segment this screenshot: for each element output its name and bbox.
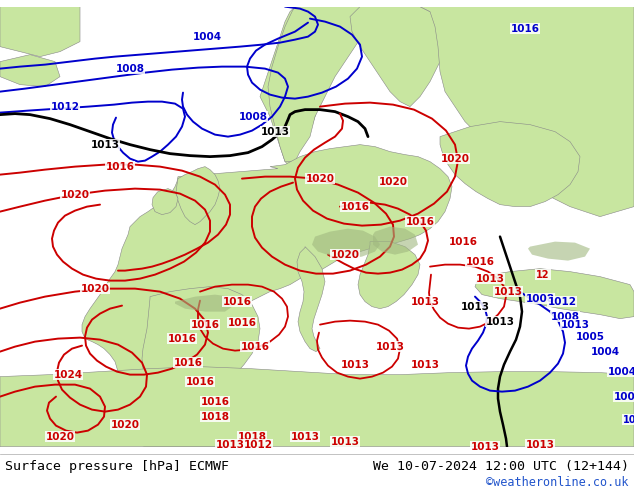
Text: 1013: 1013 <box>290 432 320 441</box>
Text: 1013: 1013 <box>460 302 489 312</box>
Text: ©weatheronline.co.uk: ©weatheronline.co.uk <box>486 476 629 489</box>
Text: 1008: 1008 <box>550 312 579 321</box>
Text: 1016: 1016 <box>223 296 252 307</box>
Polygon shape <box>350 7 445 107</box>
Text: 1013: 1013 <box>476 273 505 284</box>
Text: 1013: 1013 <box>560 319 590 330</box>
Text: 1004: 1004 <box>607 367 634 377</box>
Text: 1004: 1004 <box>590 346 619 357</box>
Text: 1004: 1004 <box>614 392 634 402</box>
Text: 1013: 1013 <box>261 126 290 137</box>
Text: 1012: 1012 <box>51 101 79 112</box>
Text: 1005: 1005 <box>576 332 604 342</box>
Text: 1013: 1013 <box>91 140 119 149</box>
Text: 1016: 1016 <box>406 217 434 226</box>
Text: 1016: 1016 <box>174 358 202 368</box>
Text: Surface pressure [hPa] ECMWF: Surface pressure [hPa] ECMWF <box>5 460 229 473</box>
Text: 1013: 1013 <box>340 360 370 369</box>
Polygon shape <box>297 246 325 352</box>
Text: 1004: 1004 <box>193 32 221 42</box>
Polygon shape <box>0 367 634 446</box>
Polygon shape <box>358 242 420 309</box>
Text: 1016: 1016 <box>167 334 197 343</box>
Text: 1020: 1020 <box>46 432 75 441</box>
Text: 1020: 1020 <box>330 249 359 260</box>
Text: 1020: 1020 <box>378 176 408 187</box>
Text: 1008: 1008 <box>238 112 268 122</box>
Text: 1016: 1016 <box>200 396 230 407</box>
Text: 1008: 1008 <box>526 294 555 304</box>
Text: 1016: 1016 <box>448 237 477 246</box>
Polygon shape <box>475 269 634 318</box>
Text: 1016: 1016 <box>186 377 214 387</box>
Text: 1013: 1013 <box>410 296 439 307</box>
Text: 1020: 1020 <box>110 419 139 430</box>
Text: 1013: 1013 <box>410 360 439 369</box>
Polygon shape <box>152 189 178 215</box>
Text: 12: 12 <box>536 270 550 280</box>
Text: 1020: 1020 <box>60 190 89 199</box>
Text: 1013: 1013 <box>330 437 359 446</box>
Text: 1016: 1016 <box>228 318 257 328</box>
Text: 1016: 1016 <box>240 342 269 352</box>
Text: 1013: 1013 <box>216 440 245 450</box>
Polygon shape <box>0 54 60 87</box>
Text: 1020: 1020 <box>81 284 110 294</box>
Polygon shape <box>142 287 260 405</box>
Text: 1013: 1013 <box>493 287 522 296</box>
Text: 10: 10 <box>623 415 634 425</box>
Polygon shape <box>260 7 340 167</box>
Text: 1016: 1016 <box>465 257 495 267</box>
Polygon shape <box>176 167 220 224</box>
Text: 1013: 1013 <box>375 342 404 352</box>
Text: 1016: 1016 <box>510 24 540 34</box>
Text: 1012: 1012 <box>243 440 273 450</box>
Text: 1018: 1018 <box>238 432 266 441</box>
Polygon shape <box>420 7 634 217</box>
Polygon shape <box>0 7 80 57</box>
Text: 1013: 1013 <box>470 441 500 452</box>
Polygon shape <box>440 122 580 207</box>
Text: 1013: 1013 <box>486 317 515 327</box>
Polygon shape <box>528 242 590 261</box>
Text: 1020: 1020 <box>441 154 470 164</box>
Polygon shape <box>268 7 370 162</box>
Text: 1024: 1024 <box>53 369 82 380</box>
Text: 1016: 1016 <box>340 201 370 212</box>
Text: We 10-07-2024 12:00 UTC (12+144): We 10-07-2024 12:00 UTC (12+144) <box>373 460 629 473</box>
Polygon shape <box>312 229 380 259</box>
Text: 1013: 1013 <box>526 440 555 450</box>
Polygon shape <box>175 294 235 312</box>
Polygon shape <box>373 226 418 255</box>
Text: 1008: 1008 <box>115 64 145 74</box>
Text: 1016: 1016 <box>105 162 134 172</box>
Text: 1018: 1018 <box>200 412 230 421</box>
Text: 1020: 1020 <box>306 173 335 184</box>
Text: 1012: 1012 <box>548 296 576 307</box>
Polygon shape <box>82 145 452 446</box>
Text: 1016: 1016 <box>190 319 219 330</box>
